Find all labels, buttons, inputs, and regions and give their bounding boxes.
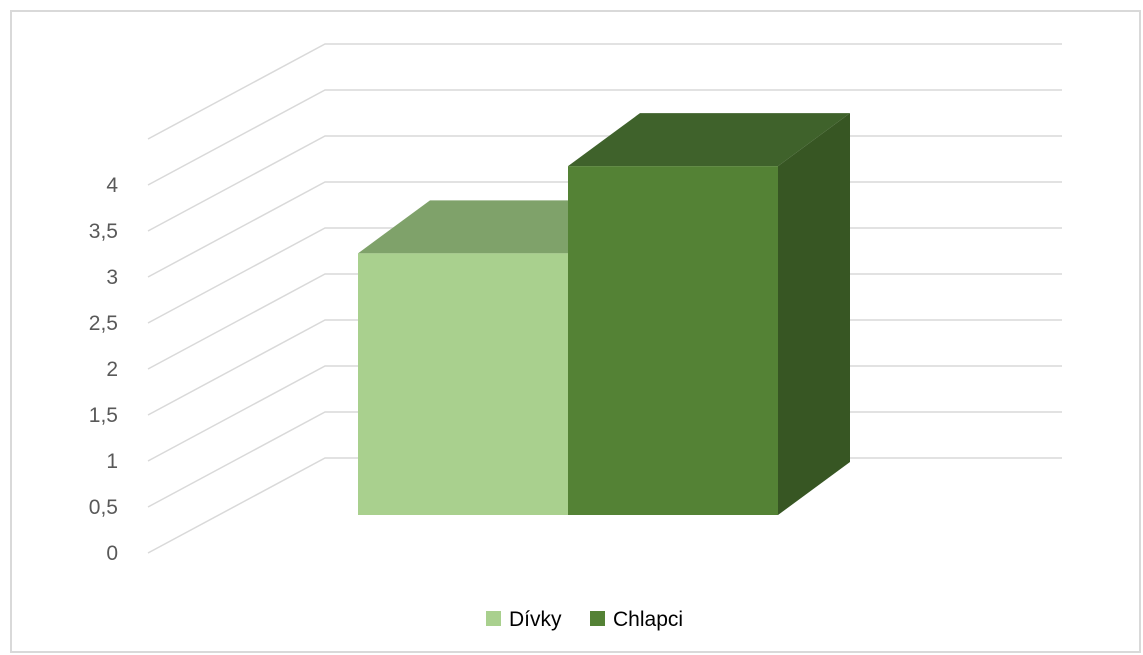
y-tick-label: 1,5 — [89, 404, 118, 427]
y-axis-tick-labels: 0 0,5 1 1,5 2 2,5 3 3,5 4 — [89, 174, 119, 565]
y-tick-label: 0 — [106, 542, 118, 565]
bar-side-face — [778, 113, 850, 516]
legend: Dívky Chlapci — [486, 608, 683, 631]
y-tick-label: 4 — [106, 174, 118, 197]
y-tick-label: 3 — [106, 266, 118, 289]
legend-swatch — [590, 611, 605, 626]
bar-front-face — [568, 166, 778, 515]
bars — [358, 113, 850, 516]
legend-label: Dívky — [509, 608, 562, 631]
legend-label: Chlapci — [613, 608, 683, 631]
gridline — [147, 89, 1062, 186]
bar-front-face — [358, 253, 568, 515]
y-tick-label: 2 — [106, 358, 118, 381]
y-tick-label: 1 — [106, 450, 118, 473]
legend-swatch — [486, 611, 501, 626]
bar-top-face — [568, 113, 850, 167]
y-tick-label: 0,5 — [89, 496, 118, 519]
bar-chlapci — [568, 113, 850, 516]
y-tick-label: 2,5 — [89, 312, 118, 335]
y-tick-label: 3,5 — [89, 220, 118, 243]
gridline — [147, 43, 1062, 140]
